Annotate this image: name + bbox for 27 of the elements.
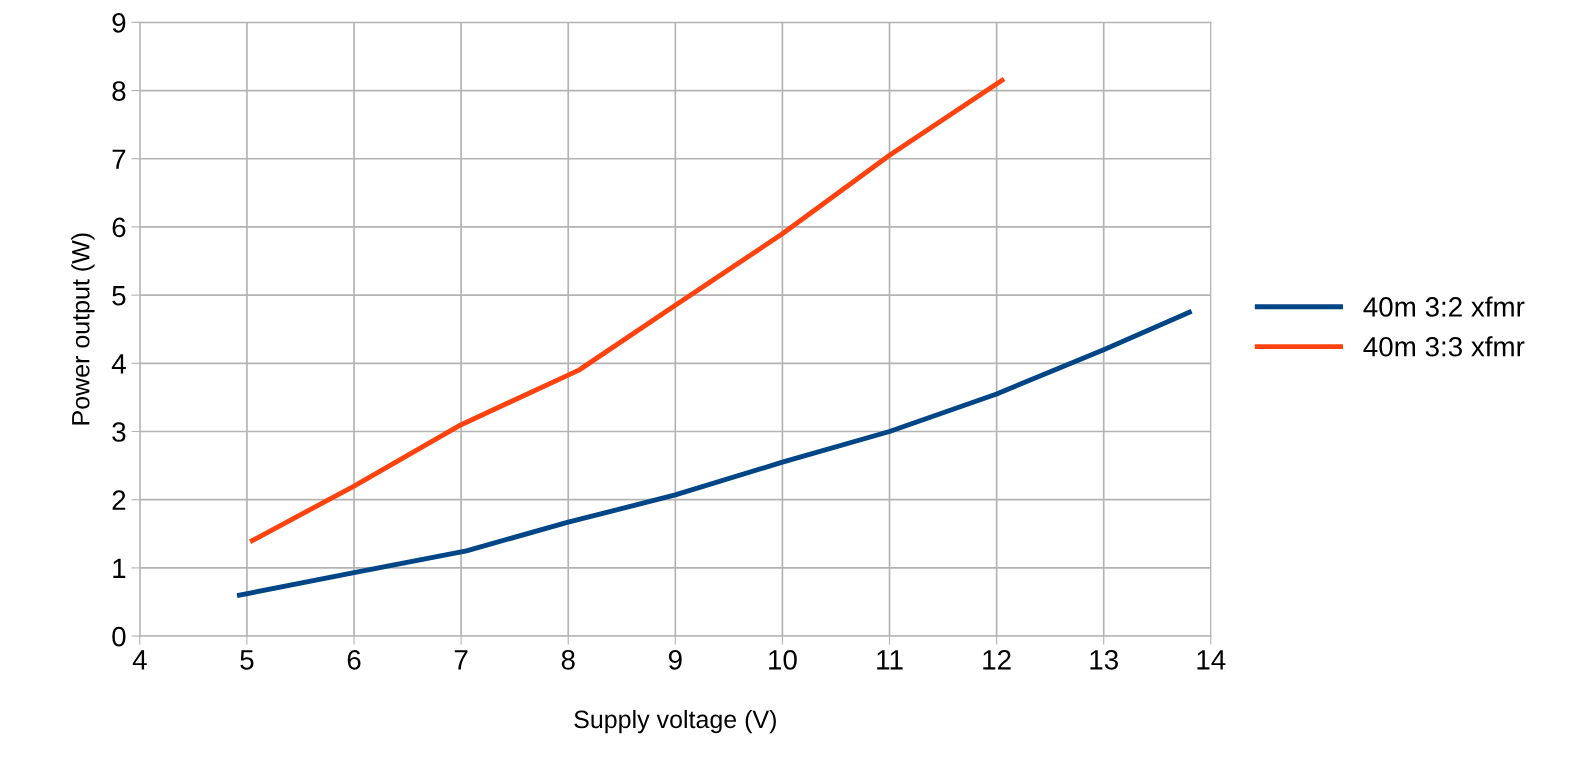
x-tick-label: 13 — [1090, 650, 1118, 670]
y-tick-label: 4 — [111, 354, 126, 374]
x-tick-label: 10 — [769, 650, 797, 670]
x-tick-label: 14 — [1197, 650, 1226, 670]
y-tick-label: 3 — [112, 422, 126, 442]
y-tick-label: 7 — [112, 149, 126, 169]
x-tick-label: 12 — [983, 650, 1011, 670]
line-series — [237, 309, 1192, 598]
legend-label: 40m 3:2 xfmr — [1363, 296, 1525, 317]
x-tick-label: 6 — [347, 650, 361, 670]
x-tick-label: 11 — [877, 650, 903, 670]
y-tick-label: 9 — [112, 13, 126, 33]
y-tick-label: 2 — [112, 490, 126, 510]
x-axis-title: Supply voltage (V) — [574, 709, 776, 734]
y-tick-label: 6 — [112, 217, 126, 238]
x-tick-label: 5 — [240, 650, 254, 670]
x-tick-label: 4 — [132, 650, 147, 670]
y-tick-label: 1 — [113, 558, 126, 578]
line-series — [249, 77, 1005, 544]
x-tick-label: 8 — [561, 650, 575, 670]
y-tick-label: 8 — [112, 81, 126, 101]
y-tick-label: 5 — [112, 286, 126, 306]
legend-label: 40m 3:3 xfmr — [1363, 336, 1525, 357]
y-axis-title: Power output (W) — [71, 233, 95, 425]
x-tick-label: 7 — [454, 650, 468, 670]
x-tick-label: 9 — [668, 650, 682, 670]
y-tick-label: 0 — [112, 626, 126, 647]
